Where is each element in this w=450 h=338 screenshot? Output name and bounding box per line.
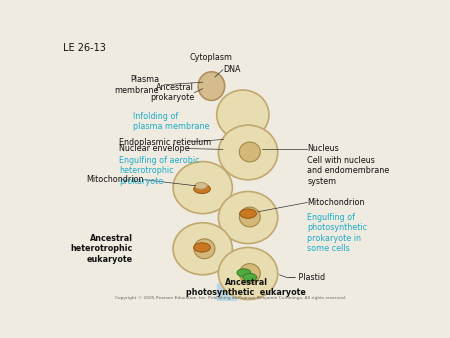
Ellipse shape xyxy=(217,90,269,140)
Text: Ancestral
photosynthetic  eukaryote: Ancestral photosynthetic eukaryote xyxy=(186,277,306,297)
Text: Ancestral
prokaryote: Ancestral prokaryote xyxy=(150,83,194,102)
Text: Infolding of
plasma membrane: Infolding of plasma membrane xyxy=(133,112,209,131)
FancyArrow shape xyxy=(210,284,245,338)
Ellipse shape xyxy=(218,247,278,299)
Text: Nucleus: Nucleus xyxy=(307,144,339,153)
Ellipse shape xyxy=(194,239,215,259)
Text: Mitochondrion: Mitochondrion xyxy=(86,175,144,184)
Text: Copyright © 2005 Pearson Education, Inc. Publishing as Pearson Benjamin Cummings: Copyright © 2005 Pearson Education, Inc.… xyxy=(115,296,346,300)
Ellipse shape xyxy=(239,264,260,283)
Ellipse shape xyxy=(240,209,256,218)
Text: Engulfing of
photosynthetic
prokaryote in
some cells: Engulfing of photosynthetic prokaryote i… xyxy=(307,213,368,253)
Text: Cytoplasm: Cytoplasm xyxy=(190,53,233,62)
Ellipse shape xyxy=(243,273,257,281)
Ellipse shape xyxy=(239,207,260,227)
Ellipse shape xyxy=(239,142,260,162)
Ellipse shape xyxy=(194,243,211,252)
Text: Mitochondrion: Mitochondrion xyxy=(307,198,365,207)
Ellipse shape xyxy=(198,72,225,100)
Text: Engulfing of aerobic
heterotrophic
prokaryote: Engulfing of aerobic heterotrophic proka… xyxy=(119,156,200,186)
Text: DNA: DNA xyxy=(224,65,241,74)
Text: LE 26-13: LE 26-13 xyxy=(63,43,106,53)
Ellipse shape xyxy=(218,125,278,180)
Ellipse shape xyxy=(237,269,251,276)
Text: Cell with nucleus
and endomembrane
system: Cell with nucleus and endomembrane syste… xyxy=(307,156,390,186)
Text: Plasma
membrane: Plasma membrane xyxy=(115,75,159,95)
Text: Endoplasmic reticulum: Endoplasmic reticulum xyxy=(119,138,212,147)
Ellipse shape xyxy=(173,162,232,214)
Ellipse shape xyxy=(218,192,278,244)
Ellipse shape xyxy=(173,223,232,275)
Text: — Plastid: — Plastid xyxy=(288,273,325,283)
Ellipse shape xyxy=(194,184,211,194)
Ellipse shape xyxy=(195,183,207,189)
Text: Ancestral
heterotrophic
eukaryote: Ancestral heterotrophic eukaryote xyxy=(71,234,133,264)
Text: Nuclear envelope: Nuclear envelope xyxy=(119,144,189,153)
